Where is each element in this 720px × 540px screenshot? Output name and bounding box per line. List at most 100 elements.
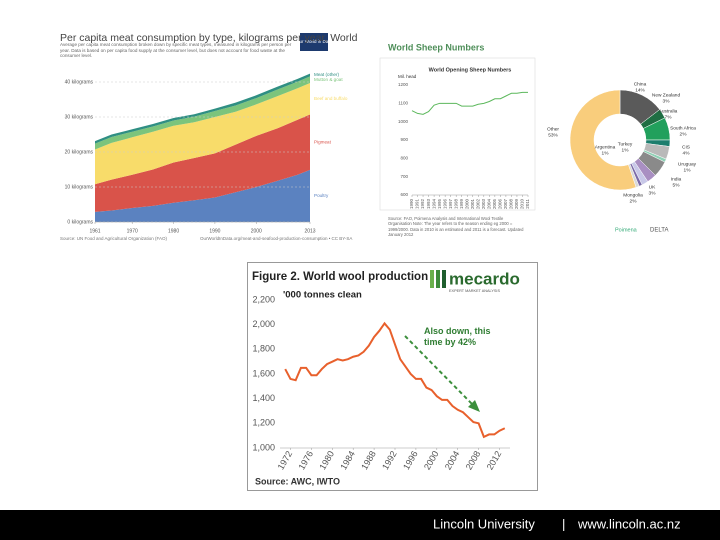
slice-value-label: 4% [683, 150, 691, 156]
x-tick-label: 1991 [415, 199, 420, 210]
footer-url: www.lincoln.ac.nz [577, 516, 681, 531]
slice-label: Other [547, 126, 559, 132]
chart-frame [379, 57, 536, 211]
pie-slice [569, 89, 637, 191]
x-tick-label: 1996 [442, 199, 447, 210]
slice-value-label: 2% [630, 198, 638, 204]
legend-label: Pigmeat [314, 139, 332, 144]
y-tick-label: 0 kilograms [67, 219, 93, 225]
x-tick-label: 2000 [464, 199, 469, 210]
y-tick-label: 2,000 [252, 319, 275, 329]
y-tick-label: 1,400 [252, 393, 275, 403]
slice-label: Uruguay [678, 161, 697, 167]
y-tick-label: 1,000 [252, 442, 275, 452]
x-tick-label: 2011 [525, 199, 530, 209]
slice-label: Turkey [618, 141, 633, 147]
annotation: Also down, this time by 42% [424, 326, 496, 349]
y-tick-label: 1,600 [252, 368, 275, 378]
chart-title: Figure 2. World wool production [252, 271, 428, 283]
area [95, 73, 310, 144]
slice-label: China [634, 81, 647, 87]
slice-label: India [671, 176, 682, 182]
x-tick-label: 1993 [426, 199, 431, 210]
x-tick-label: 2008 [509, 199, 514, 210]
logo-text: mecardo [449, 269, 520, 288]
logo-tagline: EXPERT MARKET ANALYSIS [449, 289, 500, 293]
logo-icon [430, 270, 446, 288]
legend-label: Poultry [314, 193, 329, 198]
slice-label: New Zealand [652, 92, 681, 98]
x-tick-label: 1992 [420, 199, 425, 210]
chart-subtitle: Average per capita meat consumption brok… [60, 42, 292, 59]
source-url: OurWorldInData.org/meat-and-seafood-prod… [200, 236, 352, 241]
line [411, 91, 528, 115]
y-tick-label: 40 kilograms [65, 79, 94, 85]
y-tick-label: 1,200 [252, 418, 275, 428]
y-tick-label: 20 kilograms [65, 149, 94, 155]
legend-label: Mutton & goat [314, 77, 343, 82]
slice-value-label: 1% [684, 167, 692, 173]
x-tick-label: 2005 [492, 199, 497, 210]
x-tick-label: 1990 [409, 199, 414, 210]
footer-separator: | [562, 516, 565, 531]
logo: DELTA [650, 228, 668, 234]
y-tick-label: 1000 [398, 119, 409, 124]
note: Source: FAO, Poimena Analysis and Intern… [388, 216, 524, 237]
y-tick-label: 600 [400, 192, 408, 197]
slice-value-label: 5% [673, 182, 681, 188]
legend-label: Beef and buffalo [314, 96, 348, 101]
source: Source: AWC, IWTO [255, 476, 340, 486]
slice-label: CIS [682, 144, 690, 150]
logo-text: Our World in Data [296, 39, 332, 44]
slice-value-label: 14% [635, 87, 645, 93]
logo-box [300, 33, 328, 51]
area [95, 83, 310, 185]
x-tick-label: 1961 [89, 228, 100, 234]
x-tick-label: 1999 [459, 199, 464, 210]
x-tick-label: 1995 [437, 199, 442, 210]
x-tick-label: 1980 [168, 228, 179, 234]
y-tick-label: 900 [400, 137, 408, 142]
x-tick-label: 1970 [127, 228, 138, 234]
footer-bar [0, 510, 720, 540]
x-tick-label: 1997 [448, 199, 453, 210]
slice-value-label: 1% [622, 147, 630, 153]
y-tick-label: 700 [400, 174, 408, 179]
trend-arrow [404, 335, 475, 407]
slice-value-label: 3% [649, 190, 657, 196]
chart-subtitle: '000 tonnes clean [283, 290, 362, 301]
line [284, 321, 506, 439]
x-tick-label: 2009 [514, 199, 519, 210]
y-tick-label: 1,800 [252, 344, 275, 354]
slice-label: Australia [659, 108, 678, 114]
chart-subtitle: World Opening Sheep Numbers [429, 67, 512, 73]
chart-title: World Sheep Numbers [388, 42, 484, 52]
x-tick-label: 2003 [481, 199, 486, 210]
x-tick-label: 1994 [431, 199, 436, 210]
x-tick-label: 2002 [475, 199, 480, 210]
slice-label: Mongolia [623, 192, 643, 198]
area [95, 76, 310, 150]
source: Source: UN Food and Agricultural Organiz… [60, 236, 168, 241]
area [95, 114, 310, 212]
chart-title: Per capita meat consumption by type, kil… [60, 32, 358, 44]
x-tick-label: 2001 [470, 199, 475, 210]
slice-value-label: 53% [548, 132, 558, 138]
slice-label: South Africa [670, 125, 696, 131]
y-tick-label: 800 [400, 156, 408, 161]
y-tick-label: 30 kilograms [65, 114, 94, 120]
y-tick-label: 1200 [398, 82, 409, 87]
x-tick-label: 1990 [209, 228, 220, 234]
x-tick-label: 1998 [453, 199, 458, 210]
slice-value-label: 1% [602, 150, 610, 156]
axis-label: Mil. head [398, 74, 417, 79]
footer-organization: Lincoln University [433, 516, 535, 531]
slice-value-label: 2% [680, 131, 688, 137]
x-tick-label: 2013 [304, 228, 315, 234]
slice-label: UK [649, 184, 656, 190]
logo: Poimena [615, 227, 638, 233]
slice-value-label: 3% [663, 98, 671, 104]
slice-label: Argentina [595, 144, 616, 150]
y-tick-label: 10 kilograms [65, 184, 94, 190]
